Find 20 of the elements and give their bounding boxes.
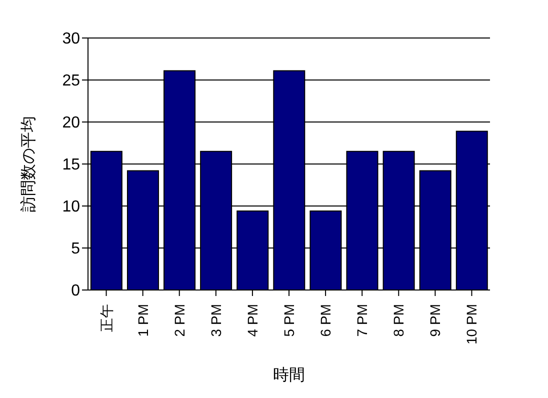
x-tick-label: 2 PM	[171, 304, 188, 337]
x-tick-label: 9 PM	[427, 304, 444, 337]
x-tick-label: 6 PM	[318, 304, 334, 337]
x-tick-label: 4 PM	[244, 304, 260, 337]
x-tick-label: 8 PM	[390, 304, 407, 337]
y-axis-title: 訪問数の平均	[20, 116, 38, 212]
y-tick-label: 20	[62, 114, 80, 132]
x-tick-label: 10 PM	[464, 304, 480, 344]
x-tick-label: 5 PM	[281, 304, 297, 337]
x-tick-label: 正午	[98, 304, 114, 332]
y-tick-label: 25	[62, 72, 80, 90]
x-axis-title: 時間	[273, 366, 305, 384]
x-tick-label: 7 PM	[354, 304, 370, 337]
x-tick-label: 1 PM	[134, 304, 151, 337]
y-tick-label: 15	[62, 156, 80, 174]
y-tick-label: 30	[62, 30, 80, 48]
y-tick-label: 5	[71, 240, 80, 258]
x-tick-label: 3 PM	[208, 304, 224, 337]
y-tick-label: 10	[62, 198, 80, 216]
y-tick-label: 0	[71, 282, 80, 300]
